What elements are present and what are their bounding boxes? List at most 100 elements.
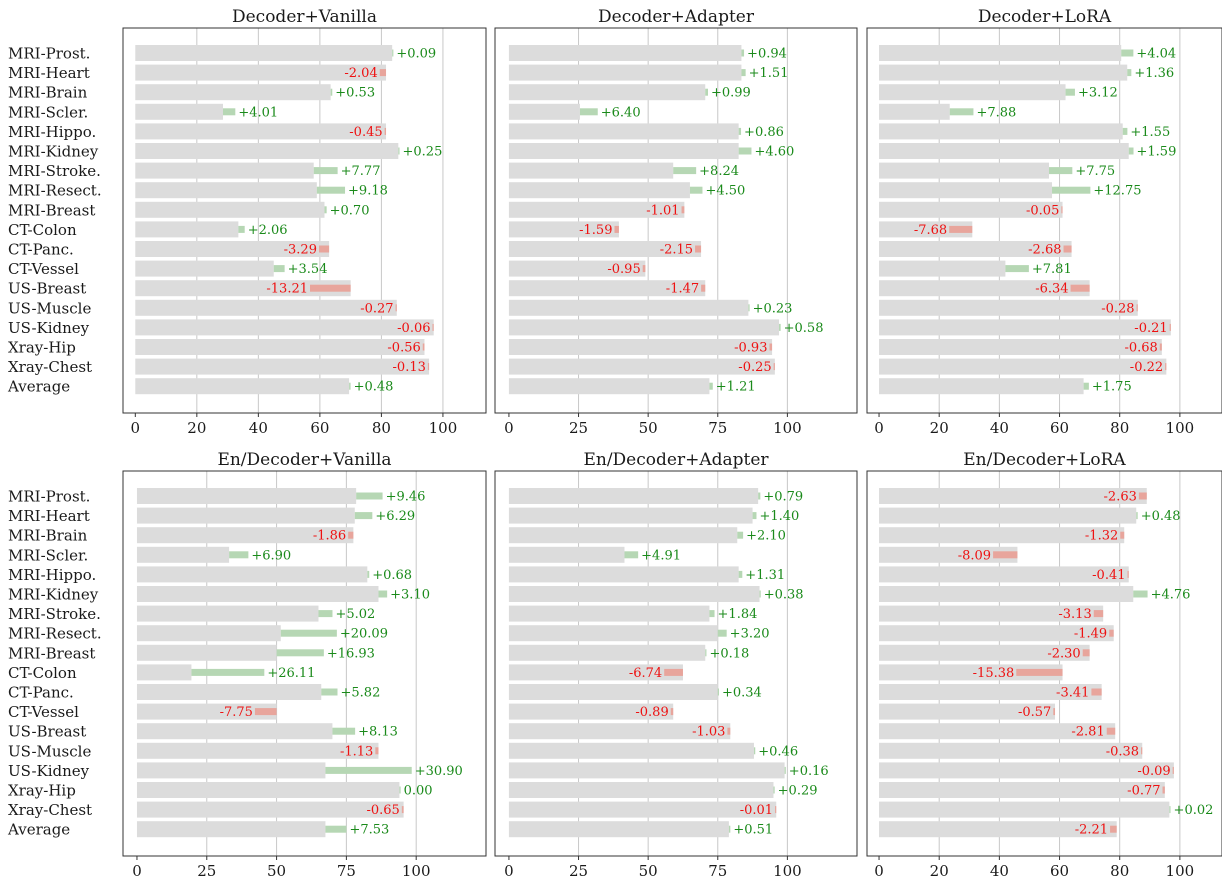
delta-label: +3.12 — [1078, 86, 1118, 101]
base-bar — [508, 546, 625, 563]
base-bar — [135, 84, 331, 101]
delta-label: -2.04 — [344, 66, 377, 81]
base-bar — [136, 507, 355, 524]
delta-label: +0.38 — [764, 588, 804, 603]
delta-bar-positive — [689, 186, 703, 194]
delta-label: -2.21 — [1075, 823, 1108, 838]
delta-label: 0.00 — [404, 784, 433, 799]
delta-label: -3.41 — [1056, 686, 1089, 701]
delta-bar-negative — [1120, 531, 1125, 539]
delta-label: -0.89 — [635, 705, 668, 720]
delta-label: +7.88 — [976, 105, 1016, 120]
delta-bar-negative — [1082, 649, 1090, 657]
base-bar — [135, 221, 239, 238]
category-label: MRI-Brain — [8, 84, 88, 102]
delta-label: +3.20 — [730, 627, 770, 642]
delta-bar-negative — [773, 363, 775, 371]
delta-label: -0.77 — [1127, 784, 1160, 799]
base-bar — [879, 723, 1116, 740]
category-label: MRI-Breast — [8, 644, 95, 662]
delta-label: -0.21 — [1134, 321, 1167, 336]
delta-bar-positive — [273, 265, 285, 273]
x-tick-label: 0 — [874, 862, 884, 880]
delta-bar-negative — [318, 245, 330, 253]
delta-label: +0.79 — [763, 490, 803, 505]
base-bar — [879, 566, 1129, 583]
base-bar — [508, 723, 731, 740]
base-bar — [136, 821, 326, 838]
category-label: CT-Colon — [8, 221, 77, 239]
base-bar — [879, 684, 1102, 700]
delta-bar-positive — [1065, 88, 1075, 96]
base-bar — [879, 801, 1170, 818]
base-bar — [508, 664, 683, 681]
base-bar — [508, 241, 702, 257]
base-bar — [136, 625, 281, 642]
x-tick-label: 0 — [131, 419, 141, 437]
base-bar — [879, 703, 1056, 720]
delta-label: -0.45 — [349, 125, 382, 140]
axes-frame — [122, 27, 487, 414]
delta-label: -8.09 — [958, 548, 991, 563]
delta-bar-positive — [784, 766, 786, 774]
delta-label: -1.01 — [646, 203, 679, 218]
panel-title: En/Decoder+Adapter — [583, 450, 769, 470]
delta-label: +0.48 — [354, 380, 394, 395]
delta-bar-positive — [773, 786, 775, 794]
delta-bar-negative — [695, 245, 702, 253]
delta-bar-negative — [1061, 206, 1063, 214]
category-label: Xray-Chest — [8, 358, 92, 376]
delta-bar-negative — [1141, 747, 1143, 755]
delta-bar-positive — [705, 88, 708, 96]
delta-label: +4.01 — [238, 105, 278, 120]
base-bar — [879, 488, 1147, 504]
base-bar — [508, 201, 685, 218]
delta-label: -2.63 — [1104, 490, 1137, 505]
delta-bar-positive — [759, 590, 761, 598]
base-bar — [508, 123, 739, 140]
base-bar — [135, 378, 350, 395]
x-tick-label: 25 — [569, 862, 588, 880]
delta-bar-positive — [222, 108, 236, 116]
delta-label: +8.13 — [358, 725, 398, 740]
category-label: MRI-Heart — [8, 507, 90, 525]
x-tick-label: 0 — [504, 862, 514, 880]
base-bar — [508, 821, 729, 838]
base-bar — [136, 762, 326, 779]
base-bar — [508, 260, 646, 277]
category-label: CT-Panc. — [8, 241, 74, 259]
base-bar — [879, 546, 1018, 563]
base-bar — [136, 488, 357, 504]
base-bar — [508, 84, 706, 101]
delta-bar-negative — [1165, 363, 1167, 371]
base-bar — [508, 625, 718, 642]
base-bar — [135, 64, 387, 81]
base-bar — [136, 566, 368, 583]
delta-label: -0.09 — [1137, 764, 1170, 779]
delta-label: +1.36 — [1134, 66, 1174, 81]
base-bar — [136, 801, 404, 818]
base-bar — [135, 260, 274, 277]
base-bar — [879, 103, 950, 120]
delta-label: +20.09 — [340, 627, 388, 642]
delta-label: +12.75 — [1093, 184, 1141, 199]
delta-bar-positive — [330, 88, 333, 96]
delta-label: +0.58 — [784, 321, 824, 336]
base-bar — [508, 566, 739, 583]
x-tick-label: 100 — [1166, 862, 1195, 880]
base-bar — [508, 299, 749, 316]
delta-label: +7.77 — [341, 164, 381, 179]
axes-frame — [122, 470, 487, 857]
delta-label: -2.81 — [1071, 725, 1104, 740]
delta-label: -2.15 — [660, 243, 693, 258]
delta-label: +1.84 — [718, 607, 758, 622]
base-bar — [508, 507, 753, 524]
delta-label: -3.29 — [284, 243, 317, 258]
base-bar — [135, 143, 399, 159]
x-tick-label: 75 — [337, 862, 356, 880]
base-bar — [879, 644, 1090, 661]
delta-bar-positive — [1122, 127, 1128, 135]
base-bar — [136, 605, 319, 622]
base-bar — [879, 64, 1128, 81]
x-tick-label: 40 — [990, 862, 1009, 880]
